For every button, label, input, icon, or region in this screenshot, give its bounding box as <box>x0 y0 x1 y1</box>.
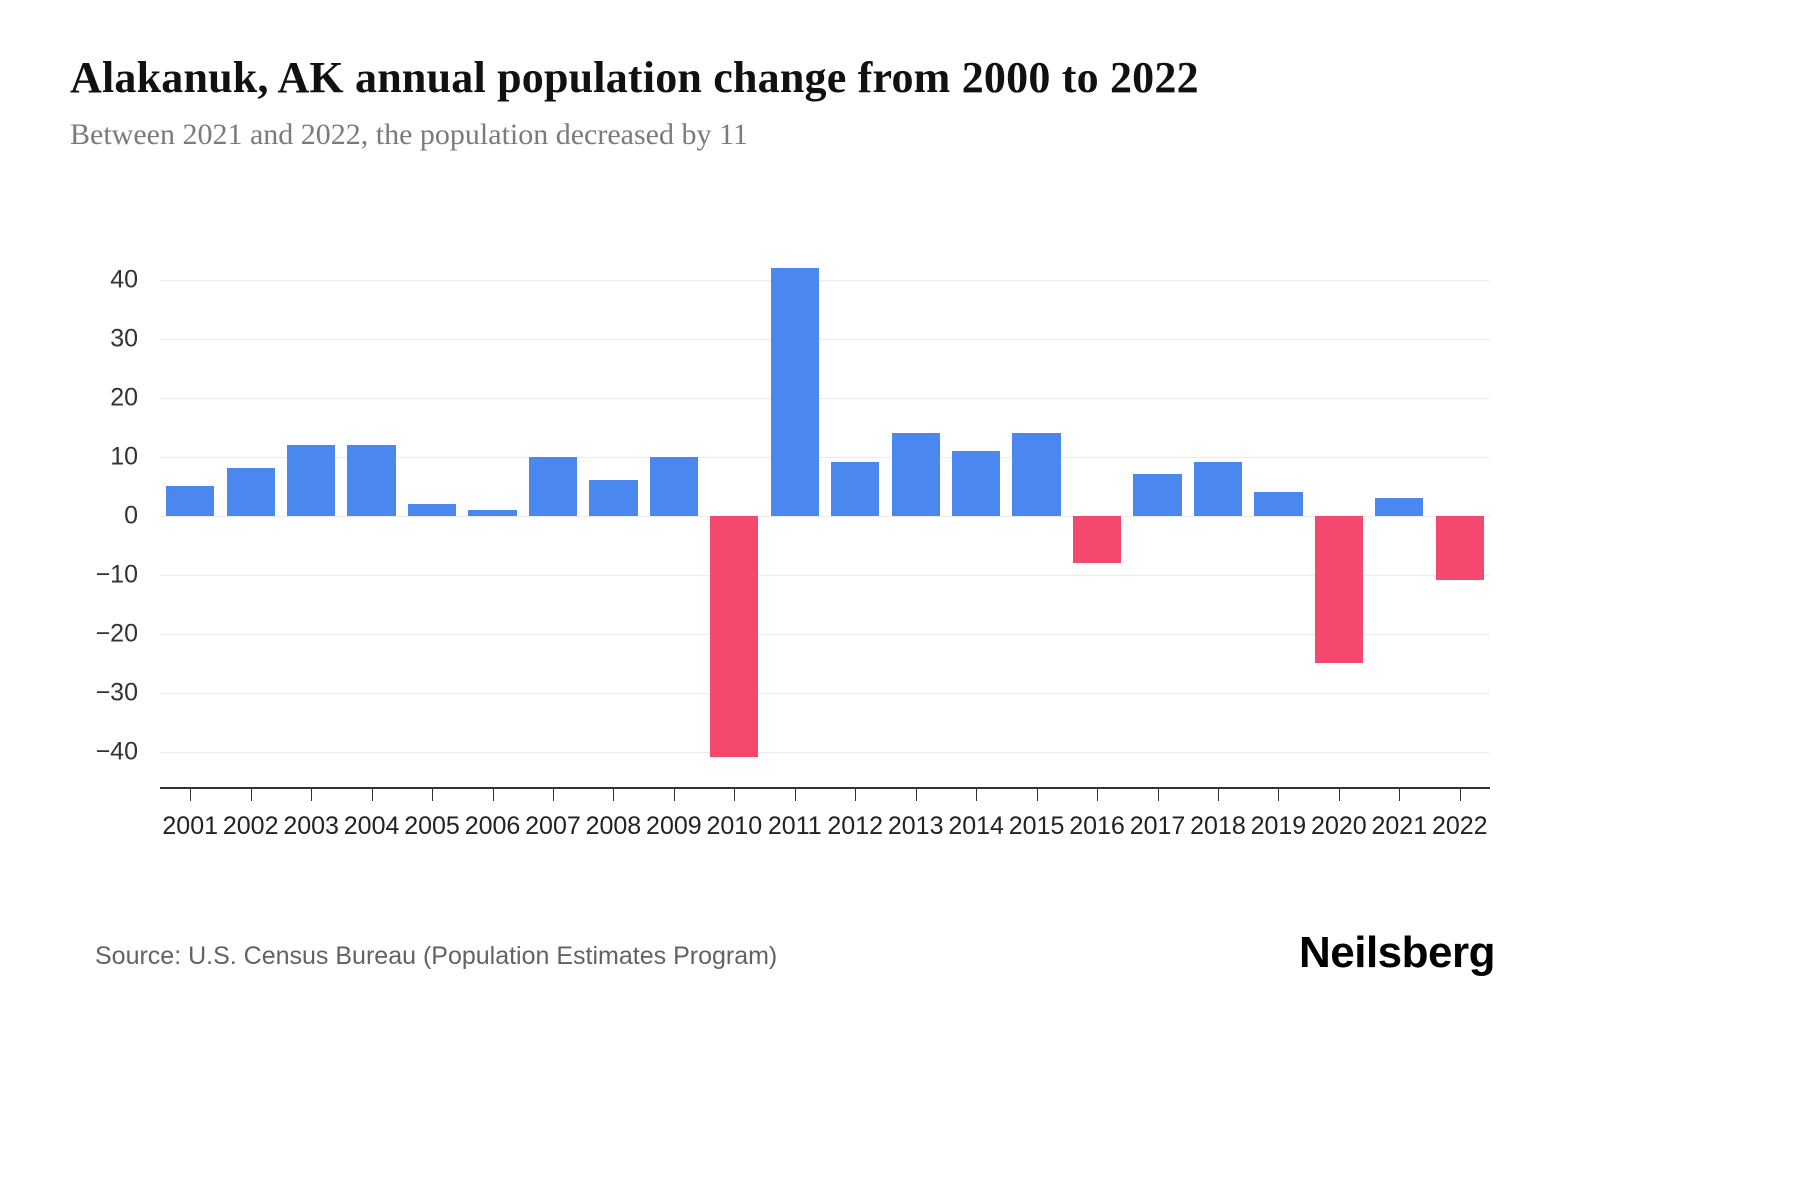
plot-area <box>160 250 1490 789</box>
x-tick-2016 <box>1097 789 1099 801</box>
x-tick-2002 <box>250 789 252 801</box>
x-tick-2012 <box>855 789 857 801</box>
x-tick-2008 <box>613 789 615 801</box>
bar-2003 <box>286 444 336 516</box>
y-tick-label-10: 10 <box>110 442 138 471</box>
y-tick-label-0: 0 <box>124 501 138 530</box>
x-tick-label-2010: 2010 <box>706 812 763 840</box>
bar-2001 <box>166 486 215 516</box>
y-tick-label--20: −20 <box>95 619 138 648</box>
bar-2020 <box>1314 515 1364 664</box>
x-tick-label-2015: 2015 <box>1008 812 1065 840</box>
gridline-10 <box>160 456 1490 458</box>
x-tick-label-2002: 2002 <box>222 812 279 840</box>
x-tick-2001 <box>190 789 192 801</box>
y-tick-label-20: 20 <box>110 383 138 412</box>
bar-2018 <box>1193 462 1243 516</box>
x-tick-2009 <box>673 789 675 801</box>
gridline-0 <box>160 515 1490 517</box>
gridline-20 <box>160 397 1490 399</box>
chart-subtitle: Between 2021 and 2022, the population de… <box>70 118 748 151</box>
y-tick-label-30: 30 <box>110 324 138 353</box>
bar-2004 <box>347 444 396 516</box>
x-tick-label-2013: 2013 <box>887 812 944 840</box>
x-tick-2006 <box>492 789 494 801</box>
brand-logo: Neilsberg <box>1298 928 1496 977</box>
bar-2002 <box>226 468 275 516</box>
x-tick-2021 <box>1399 789 1401 801</box>
x-tick-label-2022: 2022 <box>1431 812 1488 840</box>
bar-2019 <box>1254 491 1303 516</box>
y-tick-label-40: 40 <box>110 265 138 293</box>
gridline-40 <box>160 279 1490 281</box>
x-tick-label-2020: 2020 <box>1311 812 1367 840</box>
bar-2009 <box>649 456 699 516</box>
x-tick-label-2014: 2014 <box>948 812 1004 840</box>
gridline--20 <box>160 633 1490 635</box>
x-tick-label-2011: 2011 <box>767 812 822 840</box>
bar-2015 <box>1012 432 1061 516</box>
gridline-30 <box>160 338 1490 340</box>
x-tick-2003 <box>311 789 313 801</box>
x-tick-2018 <box>1217 789 1219 801</box>
x-tick-label-2005: 2005 <box>404 812 460 840</box>
chart-title: Alakanuk, AK annual population change fr… <box>70 53 1199 102</box>
x-tick-label-2004: 2004 <box>343 812 400 840</box>
bar-2007 <box>528 456 578 516</box>
bar-2021 <box>1375 497 1424 516</box>
x-tick-label-2009: 2009 <box>646 812 702 840</box>
x-tick-label-2006: 2006 <box>464 812 521 840</box>
x-tick-2019 <box>1278 789 1280 801</box>
gridline--40 <box>160 751 1490 753</box>
bar-2012 <box>831 462 880 516</box>
x-tick-label-2001: 2001 <box>162 812 219 840</box>
x-tick-2007 <box>552 789 554 801</box>
bar-2008 <box>589 480 638 516</box>
x-tick-2005 <box>432 789 434 801</box>
x-tick-label-2019: 2019 <box>1250 812 1307 840</box>
gridline--10 <box>160 574 1490 576</box>
bar-2005 <box>407 503 457 516</box>
bar-2016 <box>1072 515 1122 563</box>
x-tick-2014 <box>976 789 978 801</box>
x-tick-2022 <box>1459 789 1461 801</box>
x-tick-label-2017: 2017 <box>1129 812 1186 840</box>
bar-2017 <box>1133 474 1182 516</box>
x-tick-2015 <box>1036 789 1038 801</box>
x-tick-label-2018: 2018 <box>1190 812 1246 840</box>
bar-2013 <box>891 432 940 516</box>
x-tick-label-2016: 2016 <box>1069 812 1125 840</box>
bar-2022 <box>1435 515 1484 581</box>
x-tick-label-2021: 2021 <box>1371 812 1428 840</box>
x-tick-2011 <box>794 789 796 801</box>
source-attribution: Source: U.S. Census Bureau (Population E… <box>95 942 778 970</box>
bar-2014 <box>951 450 1001 516</box>
y-tick-label--30: −30 <box>95 678 138 707</box>
y-axis-labels: 40 30 20 10 0 −10 −20 −30 −40 <box>0 250 148 787</box>
x-tick-2010 <box>734 789 736 801</box>
bar-2011 <box>770 267 819 516</box>
y-tick-label--10: −10 <box>95 560 138 589</box>
x-tick-2020 <box>1338 789 1340 801</box>
x-tick-2004 <box>371 789 373 801</box>
x-tick-label-2012: 2012 <box>827 812 884 840</box>
x-tick-label-2003: 2003 <box>283 812 339 840</box>
gridline--30 <box>160 692 1490 694</box>
y-tick-label--40: −40 <box>95 737 138 766</box>
x-axis-ticks <box>160 789 1490 803</box>
x-tick-label-2007: 2007 <box>525 812 581 840</box>
x-tick-2013 <box>915 789 917 801</box>
x-axis-labels: 2001 2002 2003 2004 2005 2006 2007 2008 2009 2010… <box>160 812 1490 852</box>
bar-2010 <box>710 515 759 758</box>
x-tick-label-2008: 2008 <box>585 812 642 840</box>
x-tick-2017 <box>1157 789 1159 801</box>
bar-2006 <box>468 509 517 516</box>
